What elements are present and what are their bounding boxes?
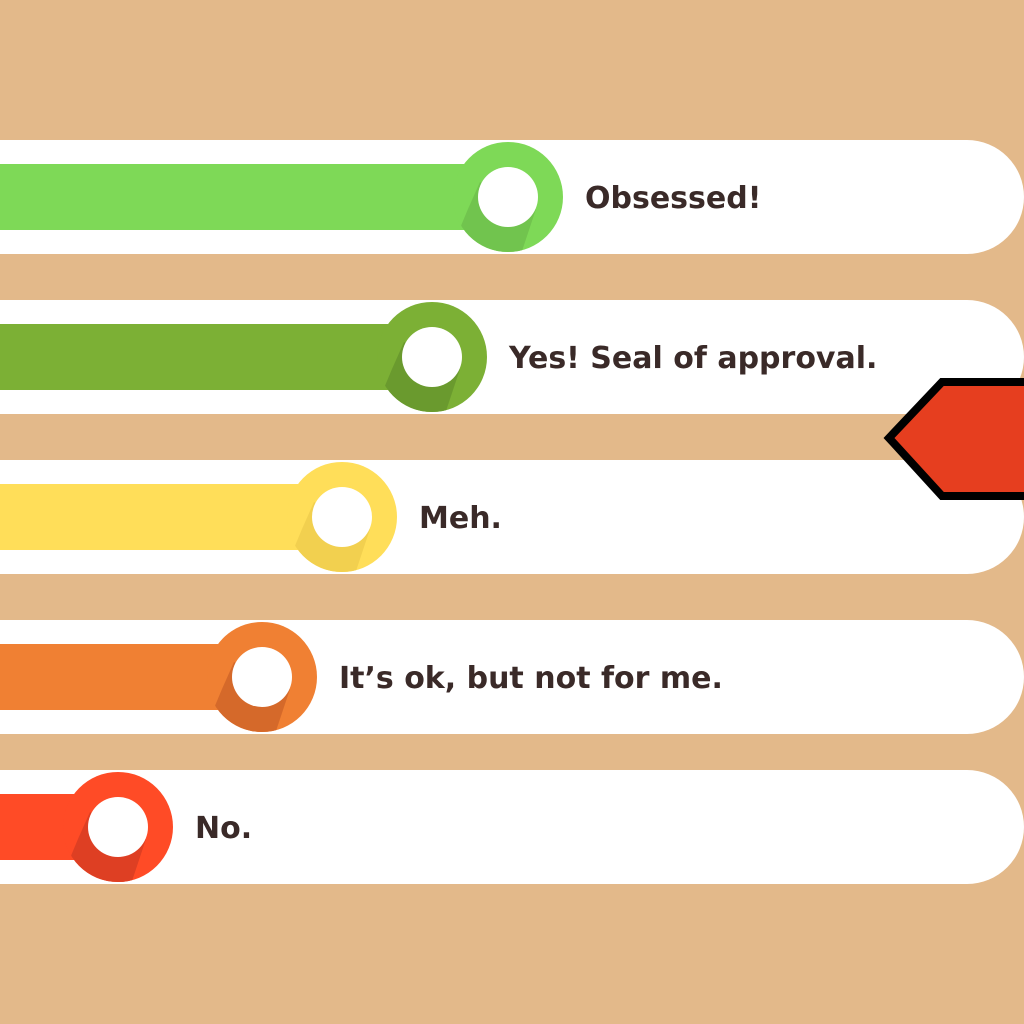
rating-label: No. (195, 811, 252, 846)
rating-row[interactable]: Obsessed! (0, 140, 1024, 257)
rating-row[interactable]: Meh. (0, 460, 1024, 577)
pointer-arrow-icon (883, 378, 1024, 500)
rating-row[interactable]: No. (0, 770, 1024, 887)
level-bar (0, 484, 342, 550)
knob-hole (478, 167, 538, 227)
level-bar (0, 164, 508, 230)
rating-label: Yes! Seal of approval. (508, 341, 877, 376)
rating-row[interactable]: Yes! Seal of approval. (0, 300, 1024, 417)
level-bar (0, 324, 432, 390)
knob-hole (232, 647, 292, 707)
knob-hole (312, 487, 372, 547)
row-pill (0, 770, 1024, 884)
rating-label: Meh. (419, 501, 502, 536)
knob-hole (402, 327, 462, 387)
rating-label: It’s ok, but not for me. (339, 661, 723, 696)
rating-label: Obsessed! (585, 181, 761, 216)
rating-row[interactable]: It’s ok, but not for me. (0, 620, 1024, 737)
knob-hole (88, 797, 148, 857)
